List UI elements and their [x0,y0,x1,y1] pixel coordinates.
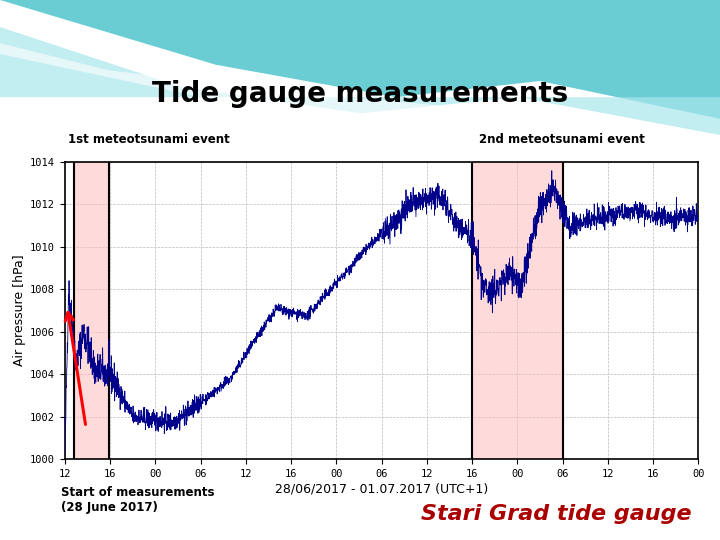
X-axis label: 28/06/2017 - 01.07.2017 (UTC+1): 28/06/2017 - 01.07.2017 (UTC+1) [275,483,488,496]
Text: Tide gauge measurements: Tide gauge measurements [152,80,568,109]
Bar [74,162,109,459]
Text: Stari Grad tide gauge: Stari Grad tide gauge [420,504,691,524]
Y-axis label: Air pressure [hPa]: Air pressure [hPa] [13,255,26,366]
Bar [472,162,562,459]
Text: 1st meteotsunami event: 1st meteotsunami event [68,133,230,146]
Text: Start of measurements
(28 June 2017): Start of measurements (28 June 2017) [61,486,215,514]
Text: 2nd meteotsunami event: 2nd meteotsunami event [480,133,645,146]
